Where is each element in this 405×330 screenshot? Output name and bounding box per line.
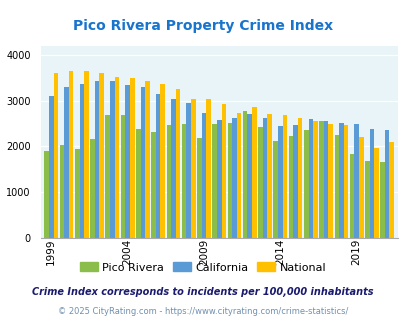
- Bar: [60, 145, 64, 238]
- Bar: [186, 103, 190, 238]
- Bar: [64, 87, 69, 238]
- Bar: [206, 99, 210, 238]
- Bar: [364, 161, 369, 238]
- Bar: [105, 115, 110, 238]
- Bar: [79, 84, 84, 238]
- Text: Pico Rivera Property Crime Index: Pico Rivera Property Crime Index: [73, 19, 332, 33]
- Bar: [384, 130, 388, 238]
- Bar: [354, 124, 358, 238]
- Bar: [196, 138, 201, 238]
- Bar: [232, 118, 236, 238]
- Bar: [308, 119, 312, 238]
- Bar: [90, 139, 95, 238]
- Bar: [156, 94, 160, 238]
- Bar: [349, 154, 354, 238]
- Bar: [49, 96, 53, 238]
- Bar: [273, 141, 277, 238]
- Bar: [84, 71, 88, 238]
- Bar: [247, 114, 252, 238]
- Bar: [312, 121, 317, 238]
- Bar: [130, 78, 134, 238]
- Bar: [266, 114, 271, 238]
- Bar: [136, 129, 140, 238]
- Bar: [338, 123, 343, 238]
- Bar: [160, 84, 164, 238]
- Bar: [221, 104, 226, 238]
- Bar: [388, 142, 393, 238]
- Bar: [373, 148, 378, 238]
- Bar: [258, 127, 262, 238]
- Bar: [227, 123, 232, 238]
- Bar: [190, 99, 195, 238]
- Bar: [343, 125, 347, 238]
- Bar: [303, 130, 308, 238]
- Bar: [110, 81, 114, 238]
- Bar: [151, 132, 156, 238]
- Bar: [334, 135, 338, 238]
- Bar: [175, 89, 180, 238]
- Bar: [242, 111, 247, 238]
- Bar: [292, 125, 297, 238]
- Bar: [252, 107, 256, 238]
- Bar: [140, 87, 145, 238]
- Bar: [236, 113, 241, 238]
- Bar: [53, 73, 58, 238]
- Bar: [212, 124, 216, 238]
- Bar: [369, 129, 373, 238]
- Text: Crime Index corresponds to incidents per 100,000 inhabitants: Crime Index corresponds to incidents per…: [32, 287, 373, 297]
- Text: © 2025 CityRating.com - https://www.cityrating.com/crime-statistics/: © 2025 CityRating.com - https://www.city…: [58, 307, 347, 316]
- Bar: [99, 73, 104, 238]
- Bar: [114, 77, 119, 238]
- Bar: [297, 118, 302, 238]
- Bar: [379, 162, 384, 238]
- Bar: [166, 125, 171, 238]
- Bar: [328, 124, 332, 238]
- Bar: [120, 115, 125, 238]
- Bar: [181, 124, 186, 238]
- Bar: [69, 71, 73, 238]
- Legend: Pico Rivera, California, National: Pico Rivera, California, National: [75, 258, 330, 277]
- Bar: [318, 121, 323, 238]
- Bar: [288, 136, 292, 238]
- Bar: [323, 121, 328, 238]
- Bar: [277, 126, 282, 238]
- Bar: [145, 81, 149, 238]
- Bar: [44, 151, 49, 238]
- Bar: [262, 118, 266, 238]
- Bar: [282, 115, 286, 238]
- Bar: [358, 137, 362, 238]
- Bar: [125, 85, 130, 238]
- Bar: [75, 149, 79, 238]
- Bar: [201, 113, 206, 238]
- Bar: [95, 81, 99, 238]
- Bar: [171, 99, 175, 238]
- Bar: [216, 119, 221, 238]
